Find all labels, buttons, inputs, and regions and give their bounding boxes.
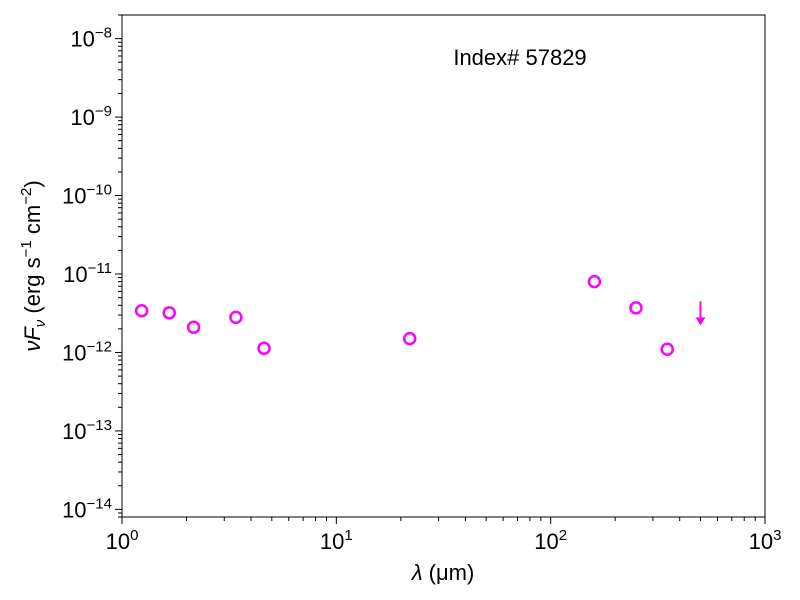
y-tick-label: 10−8 (70, 25, 112, 52)
y-tick-label: 10−12 (62, 338, 112, 365)
data-point (186, 320, 201, 334)
data-point (629, 301, 643, 315)
data-point (587, 274, 602, 289)
y-tick-label: 10−10 (62, 182, 112, 209)
data-point (162, 306, 177, 320)
x-tick-label: 100 (106, 527, 139, 554)
data-point (660, 342, 675, 356)
plot-frame (121, 14, 766, 518)
x-axis-label: λ (μm) (411, 560, 475, 585)
data-point (229, 310, 243, 325)
y-tick-label: 10−9 (70, 103, 112, 130)
x-tick-label: 101 (320, 527, 353, 554)
axis-ticks (115, 14, 766, 524)
upper-limit-head (695, 317, 706, 326)
data-marks (134, 274, 706, 356)
y-tick-label: 10−14 (62, 495, 112, 522)
data-point (134, 304, 149, 318)
tick-labels: 100 101 102 103 10−14 10−13 10−12 10−11 10−10 10−… (62, 25, 781, 554)
y-tick-label: 10−11 (63, 260, 112, 287)
data-point (257, 341, 271, 356)
index-annotation: Index# 57829 (453, 45, 586, 70)
upper-limit-arrow (695, 301, 706, 326)
x-tick-label: 102 (534, 527, 567, 554)
data-point (402, 331, 417, 346)
x-tick-label: 103 (749, 527, 782, 554)
y-axis-label: νFν (erg s−1 cm−2) (18, 180, 49, 351)
y-tick-label: 10−13 (62, 417, 112, 444)
